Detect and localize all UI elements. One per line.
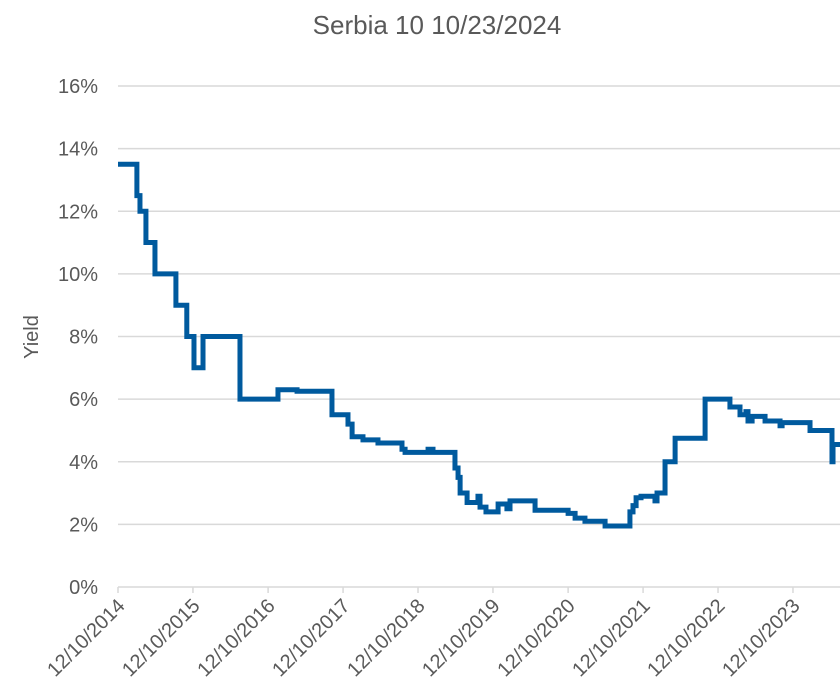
x-tick-label: 12/10/2017 <box>268 595 354 681</box>
x-tick-label: 12/10/2018 <box>343 595 429 681</box>
x-tick-label: 12/10/2022 <box>643 595 729 681</box>
chart-title: Serbia 10 10/23/2024 <box>313 10 562 40</box>
y-axis-label: Yield <box>21 315 43 359</box>
x-tick-label: 12/10/2014 <box>43 595 129 681</box>
x-tick-label: 12/10/2023 <box>718 595 804 681</box>
y-tick-label: 0% <box>69 577 98 599</box>
y-tick-label: 6% <box>69 389 98 411</box>
y-tick-label: 8% <box>69 327 98 349</box>
y-tick-label: 12% <box>58 201 98 223</box>
y-tick-label: 4% <box>69 452 98 474</box>
x-tick-label: 12/10/2019 <box>418 595 504 681</box>
x-tick-label: 12/10/2021 <box>568 595 654 681</box>
y-tick-label: 16% <box>58 76 98 98</box>
y-tick-label: 14% <box>58 139 98 161</box>
line <box>118 161 840 529</box>
y-tick-label: 10% <box>58 264 98 286</box>
x-tick-label: 12/10/2015 <box>118 595 204 681</box>
x-tick-label: 12/10/2016 <box>193 595 279 681</box>
y-tick-label: 2% <box>69 514 98 536</box>
x-tick-label: 12/10/2020 <box>493 595 579 681</box>
